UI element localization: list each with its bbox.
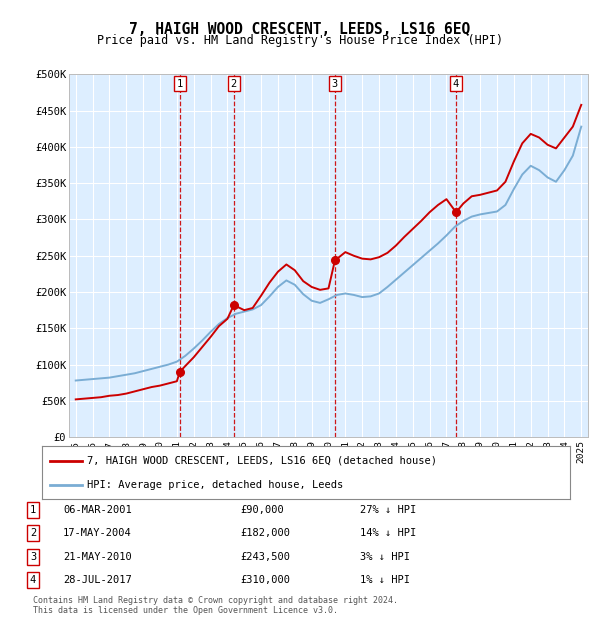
Text: £310,000: £310,000 xyxy=(240,575,290,585)
Text: 7, HAIGH WOOD CRESCENT, LEEDS, LS16 6EQ: 7, HAIGH WOOD CRESCENT, LEEDS, LS16 6EQ xyxy=(130,22,470,37)
Text: 06-MAR-2001: 06-MAR-2001 xyxy=(63,505,132,515)
Text: Price paid vs. HM Land Registry's House Price Index (HPI): Price paid vs. HM Land Registry's House … xyxy=(97,34,503,47)
Text: 2: 2 xyxy=(230,79,237,89)
Text: 3: 3 xyxy=(30,552,36,562)
Text: 3: 3 xyxy=(332,79,338,89)
Text: 7, HAIGH WOOD CRESCENT, LEEDS, LS16 6EQ (detached house): 7, HAIGH WOOD CRESCENT, LEEDS, LS16 6EQ … xyxy=(87,456,437,466)
Text: 17-MAY-2004: 17-MAY-2004 xyxy=(63,528,132,538)
Text: 28-JUL-2017: 28-JUL-2017 xyxy=(63,575,132,585)
Text: 14% ↓ HPI: 14% ↓ HPI xyxy=(360,528,416,538)
Text: 1: 1 xyxy=(177,79,183,89)
Text: Contains HM Land Registry data © Crown copyright and database right 2024.
This d: Contains HM Land Registry data © Crown c… xyxy=(33,596,398,615)
Text: 2: 2 xyxy=(30,528,36,538)
Text: £182,000: £182,000 xyxy=(240,528,290,538)
Text: 1% ↓ HPI: 1% ↓ HPI xyxy=(360,575,410,585)
Text: £90,000: £90,000 xyxy=(240,505,284,515)
Text: 21-MAY-2010: 21-MAY-2010 xyxy=(63,552,132,562)
Text: 4: 4 xyxy=(30,575,36,585)
Text: 27% ↓ HPI: 27% ↓ HPI xyxy=(360,505,416,515)
Text: 4: 4 xyxy=(453,79,459,89)
Text: HPI: Average price, detached house, Leeds: HPI: Average price, detached house, Leed… xyxy=(87,480,343,490)
Text: 1: 1 xyxy=(30,505,36,515)
Text: 3% ↓ HPI: 3% ↓ HPI xyxy=(360,552,410,562)
Text: £243,500: £243,500 xyxy=(240,552,290,562)
